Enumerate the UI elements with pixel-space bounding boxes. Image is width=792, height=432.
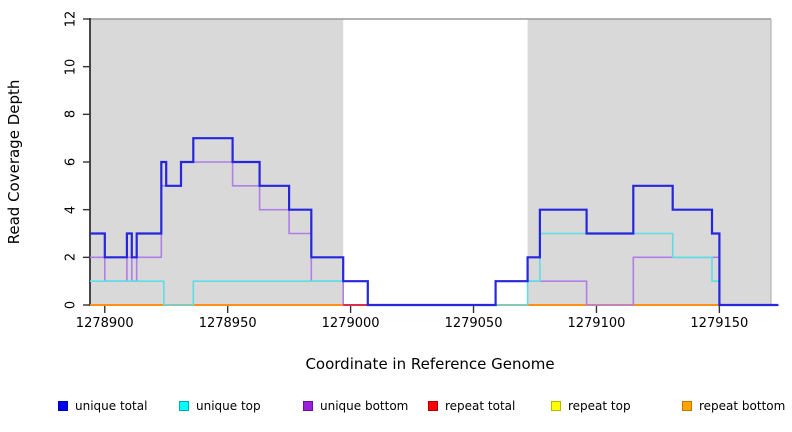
y-tick-label: 4 xyxy=(63,205,79,214)
legend-item-repeat-top: repeat top xyxy=(551,398,631,414)
legend: unique total unique top unique bottom repea… xyxy=(0,398,792,418)
legend-item-label: unique total xyxy=(75,399,148,413)
y-tick-label: 6 xyxy=(63,157,79,167)
series-unique-total xyxy=(90,137,779,307)
x-tick-label: 1278950 xyxy=(198,316,257,331)
x-tick-label: 1278900 xyxy=(75,316,134,331)
legend-item-label: unique top xyxy=(196,399,261,413)
legend-swatch xyxy=(551,401,561,411)
legend-item-repeat-bottom: repeat bottom xyxy=(682,398,785,414)
shaded-region-right xyxy=(527,19,771,305)
x-tick-label: 1279150 xyxy=(690,316,749,331)
legend-item-label: unique bottom xyxy=(320,399,409,413)
legend-item-unique-total: unique total xyxy=(58,398,147,414)
legend-swatch xyxy=(682,401,692,411)
legend-swatch xyxy=(428,401,438,411)
legend-item-label: repeat top xyxy=(568,399,631,413)
y-axis-title: Read Coverage Depth xyxy=(5,79,23,245)
series-unique-bottom xyxy=(90,161,779,306)
legend-item-repeat-total: repeat total xyxy=(428,398,515,414)
legend-swatch xyxy=(58,401,68,411)
y-tick-label: 2 xyxy=(63,253,79,262)
x-tick-label: 1279100 xyxy=(567,316,626,331)
legend-item-unique-bottom: unique bottom xyxy=(303,398,408,414)
y-tick-label: 0 xyxy=(63,300,79,310)
legend-item-label: repeat total xyxy=(445,399,516,413)
x-tick-label: 1279000 xyxy=(321,316,380,331)
legend-item-label: repeat bottom xyxy=(699,399,786,413)
y-tick-label: 12 xyxy=(63,10,79,28)
legend-item-unique-top: unique top xyxy=(179,398,261,414)
series-unique-top xyxy=(90,232,779,306)
legend-swatch xyxy=(179,401,189,411)
y-tick-label: 10 xyxy=(63,58,79,75)
x-axis-title: Coordinate in Reference Genome xyxy=(305,355,555,373)
y-tick-label: 8 xyxy=(63,110,79,119)
legend-swatch xyxy=(303,401,313,411)
x-tick-label: 1279050 xyxy=(444,316,503,331)
